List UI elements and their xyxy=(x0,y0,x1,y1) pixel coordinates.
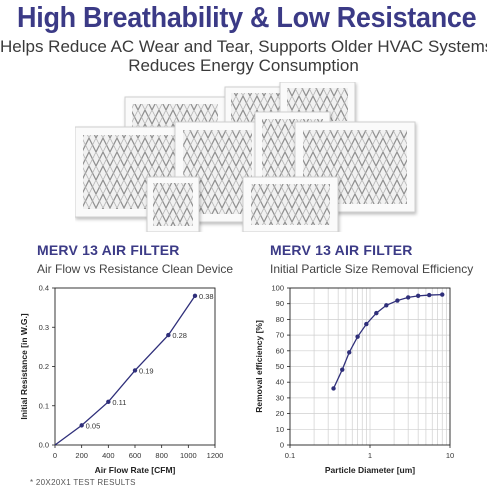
data-point xyxy=(340,367,345,372)
data-label: 0.19 xyxy=(139,366,154,375)
x-tick-label: 0.1 xyxy=(285,451,295,460)
y-tick-label: 90 xyxy=(276,299,284,308)
y-tick-label: 50 xyxy=(276,362,284,371)
data-label: 0.38 xyxy=(199,292,214,301)
x-tick-label: 1000 xyxy=(180,451,197,460)
data-point xyxy=(355,334,360,339)
data-point xyxy=(405,295,411,300)
footnote: * 20X20X1 TEST RESULTS xyxy=(30,478,136,487)
data-point xyxy=(415,293,421,299)
data-point xyxy=(384,303,389,308)
y-tick-label: 0.3 xyxy=(39,323,49,332)
x-tick-label: 0 xyxy=(53,451,57,460)
y-tick-label: 40 xyxy=(276,378,284,387)
data-point xyxy=(364,321,369,327)
y-tick-label: 60 xyxy=(276,346,284,355)
data-label: 0.28 xyxy=(172,331,187,340)
plot-frame xyxy=(54,287,216,446)
y-tick-label: 80 xyxy=(276,315,284,324)
data-point xyxy=(395,298,400,303)
filter-right xyxy=(294,121,416,213)
data-point xyxy=(331,386,336,391)
y-tick-label: 0.2 xyxy=(39,362,49,371)
filter-front-small xyxy=(146,176,200,232)
data-point xyxy=(192,293,198,299)
y-tick-label: 30 xyxy=(276,393,284,402)
chart2-title: MERV 13 AIR FILTER xyxy=(270,242,413,258)
data-point xyxy=(347,350,352,355)
x-axis-label: Particle Diameter [um] xyxy=(325,465,415,475)
y-tick-label: 10 xyxy=(276,425,284,434)
y-tick-label: 0.4 xyxy=(39,284,49,293)
air-filters-photo xyxy=(75,82,416,232)
data-point xyxy=(427,292,432,298)
x-tick-label: 800 xyxy=(155,451,168,460)
data-point xyxy=(106,399,111,405)
x-tick-label: 400 xyxy=(102,451,115,460)
page-title: High Breathability & Low Resistance xyxy=(17,2,477,34)
chart1-subtitle: Air Flow vs Resistance Clean Device xyxy=(37,262,234,276)
y-tick-label: 70 xyxy=(276,331,284,340)
y-tick-label: 20 xyxy=(276,409,284,418)
data-point xyxy=(374,310,379,316)
x-tick-label: 1200 xyxy=(207,451,224,460)
subtitle-line-1: Helps Reduce AC Wear and Tear, Supports … xyxy=(0,37,487,56)
chart1-title: MERV 13 AIR FILTER xyxy=(37,242,180,258)
data-label: 0.11 xyxy=(112,398,126,407)
y-axis-label: Initial Resistance [in W.G.] xyxy=(19,313,29,419)
data-point xyxy=(166,332,171,338)
y-tick-label: 0.0 xyxy=(39,441,49,450)
resistance-chart: 0 200 400 600 800 1000 1200 0.0 0.1 0.2 0.3 0.4 Air … xyxy=(19,284,224,476)
x-tick-label: 10 xyxy=(446,451,454,460)
data-label: 0.05 xyxy=(86,421,101,430)
series-line xyxy=(54,295,196,446)
subtitle-line-2: Reduces Energy Consumption xyxy=(128,56,359,75)
x-tick-label: 200 xyxy=(75,451,88,460)
x-axis-label: Air Flow Rate [CFM] xyxy=(95,465,176,475)
filter-front-wide xyxy=(242,176,339,232)
chart2-subtitle: Initial Particle Size Removal Efficiency xyxy=(270,262,474,276)
data-point xyxy=(132,368,138,373)
x-tick-label: 1 xyxy=(368,451,372,460)
y-tick-label: 0 xyxy=(280,441,284,450)
x-tick-label: 600 xyxy=(129,451,142,460)
data-point xyxy=(440,292,445,297)
y-tick-label: 100 xyxy=(271,284,284,293)
data-point xyxy=(79,423,84,428)
y-tick-label: 0.1 xyxy=(39,401,49,410)
y-axis-label: Removal efficiency [%] xyxy=(254,320,264,413)
